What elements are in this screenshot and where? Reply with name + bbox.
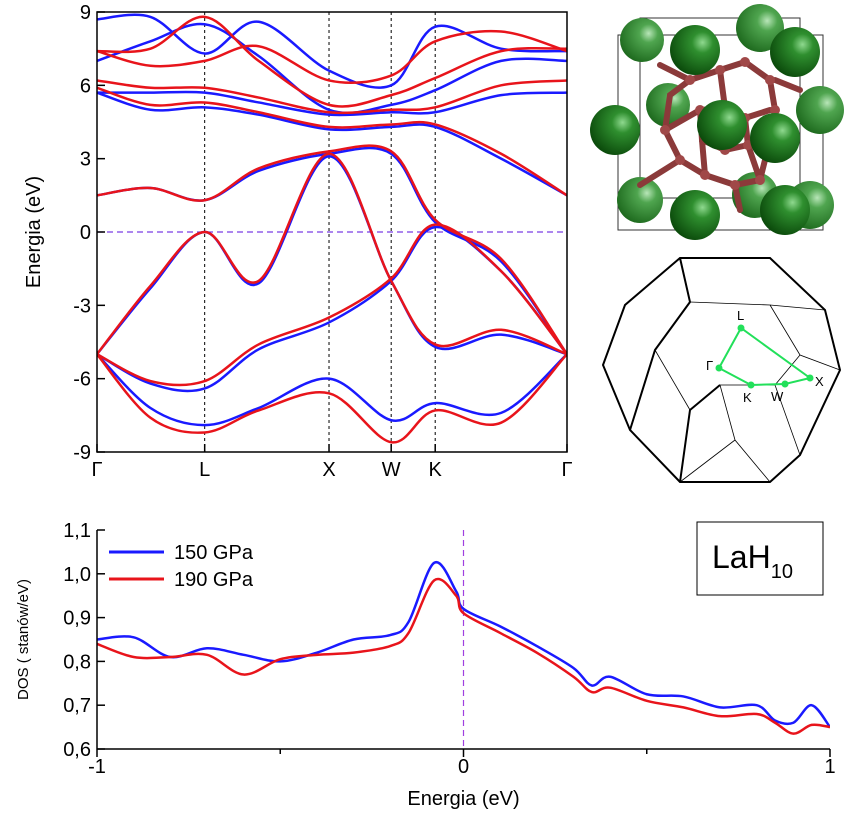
x-axis-label: Energia (eV): [407, 788, 519, 810]
y-tick-label: 0,9: [63, 608, 91, 630]
brillouin-zone: [601, 257, 842, 483]
x-tick-label: 0: [458, 756, 469, 778]
x-tick-label: Γ: [561, 459, 572, 481]
y-tick-label: -9: [73, 442, 91, 464]
series-line: [97, 353, 567, 444]
compound-main: LaH: [712, 539, 771, 575]
y-tick-label: 6: [80, 75, 91, 97]
bz-labels: L Γ K W X: [706, 308, 824, 405]
x-tick-label: X: [322, 459, 335, 481]
series-line: [97, 29, 567, 85]
bz-label: X: [815, 374, 824, 389]
y-tick-label: 1,0: [63, 564, 91, 586]
series-line: [97, 561, 830, 728]
y-tick-label: -6: [73, 369, 91, 391]
series-line: [97, 91, 567, 197]
x-tick-label: 1: [824, 756, 835, 778]
x-tick-label: Γ: [91, 459, 102, 481]
y-tick-label: 0: [80, 222, 91, 244]
y-tick-label: 3: [80, 149, 91, 171]
bz-label: L: [737, 308, 744, 323]
series-line: [97, 144, 567, 355]
series-line: [97, 79, 567, 115]
legend-label: 150 GPa: [174, 542, 254, 564]
y-axis-label: DOS ( stanów/eV): [15, 579, 32, 700]
y-tick-label: -3: [73, 295, 91, 317]
y-axis-label: Energia (eV): [23, 176, 45, 288]
series-line: [97, 146, 567, 355]
bz-label: K: [743, 390, 752, 405]
bz-label: Γ: [706, 358, 713, 373]
x-tick-label: L: [199, 459, 210, 481]
series-line: [97, 15, 567, 108]
series-line: [97, 223, 567, 387]
y-tick-label: 9: [80, 2, 91, 24]
series-line: [97, 225, 567, 393]
legend-label: 190 GPa: [174, 569, 254, 591]
x-tick-label: -1: [88, 756, 106, 778]
series-line: [97, 86, 567, 197]
series-line: [97, 152, 567, 356]
y-tick-label: 1,1: [63, 520, 91, 542]
compound-box: [696, 521, 824, 596]
series-line: [97, 353, 567, 427]
bz-label: W: [771, 389, 784, 404]
compound-label: LaH10: [712, 539, 793, 583]
series-line: [97, 577, 830, 735]
compound-sub: 10: [771, 561, 793, 583]
x-tick-label: W: [382, 459, 401, 481]
y-tick-label: 0,6: [63, 739, 91, 761]
y-tick-label: 0,7: [63, 695, 91, 717]
x-tick-label: K: [429, 459, 443, 481]
series-line: [97, 90, 567, 117]
y-tick-label: 0,8: [63, 651, 91, 673]
crystal-structure: [590, 4, 844, 240]
